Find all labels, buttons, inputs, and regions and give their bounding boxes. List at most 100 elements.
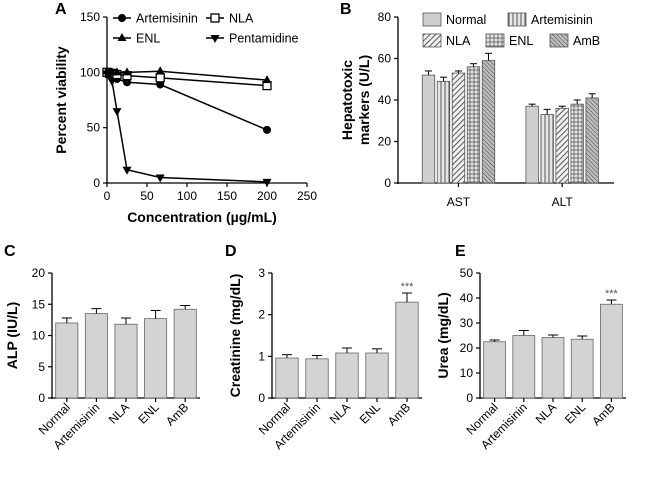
data-point <box>117 33 127 41</box>
bar <box>84 313 108 399</box>
data-point <box>210 13 220 23</box>
significance-marker: *** <box>401 281 415 293</box>
data-point <box>263 125 271 134</box>
data-point <box>210 35 220 43</box>
legend-label: Normal <box>446 13 486 27</box>
y-tick-label: 3 <box>258 266 265 280</box>
legend-label: AmB <box>573 34 600 48</box>
x-tick-label: NLA <box>106 400 132 426</box>
y-tick-label: 20 <box>32 266 46 280</box>
y-axis-title: Creatinine (mg/dL) <box>227 274 243 398</box>
bar <box>541 337 565 399</box>
bar <box>144 318 168 399</box>
significance-marker: *** <box>605 288 619 300</box>
bar <box>365 352 389 399</box>
y-axis-title: Hepatotoxic <box>339 60 355 140</box>
data-point <box>112 108 122 117</box>
x-tick-label: AmB <box>589 400 617 428</box>
legend-label: Artemisinin <box>136 12 198 26</box>
y-tick-label: 50 <box>460 266 474 280</box>
bar <box>525 105 539 184</box>
x-tick-label: 200 <box>257 189 277 203</box>
y-tick-label: 20 <box>378 135 392 149</box>
x-tick-label: NLA <box>533 400 559 426</box>
bar <box>483 341 506 399</box>
y-tick-label: 0 <box>93 176 100 190</box>
legend-label: ENL <box>509 34 533 48</box>
y-tick-label: 0 <box>466 391 473 405</box>
data-point <box>155 174 165 183</box>
y-tick-label: 40 <box>460 291 474 305</box>
legend-label: Pentamidine <box>229 32 299 46</box>
data-point <box>112 67 122 76</box>
data-point <box>118 14 126 22</box>
y-tick-label: 0 <box>38 391 45 405</box>
bar <box>585 97 599 184</box>
y-tick-label: 50 <box>87 121 101 135</box>
legend-swatch <box>422 12 442 27</box>
y-tick-label: 150 <box>80 10 100 24</box>
bar <box>335 352 359 399</box>
legend-label: NLA <box>229 12 254 26</box>
legend-swatch <box>422 33 442 48</box>
y-axis-title: ALP (IU/L) <box>4 302 20 369</box>
x-tick-label: AmB <box>163 400 191 428</box>
bar <box>512 335 536 399</box>
bar <box>395 301 419 399</box>
y-tick-label: 60 <box>378 52 392 66</box>
series-line <box>106 72 268 183</box>
bar <box>570 103 584 184</box>
panel-label: B <box>340 1 352 18</box>
y-tick-label: 20 <box>460 341 474 355</box>
data-point <box>107 78 117 87</box>
data-point <box>262 178 272 187</box>
y-tick-label: 40 <box>378 93 392 107</box>
x-tick-label: ENL <box>562 400 589 427</box>
x-tick-label: NLA <box>327 400 353 426</box>
y-tick-label: 10 <box>32 329 46 343</box>
y-tick-label: 30 <box>460 316 474 330</box>
legend-label: ENL <box>136 32 160 46</box>
bar <box>451 72 466 184</box>
x-tick-label: ENL <box>135 400 162 427</box>
bar <box>600 303 623 399</box>
y-tick-label: 10 <box>460 366 474 380</box>
y-tick-label: 1 <box>258 349 265 363</box>
bar <box>114 323 138 399</box>
data-point <box>122 166 132 175</box>
x-tick-label: 100 <box>177 189 197 203</box>
y-tick-label: 0 <box>384 176 391 190</box>
legend-swatch <box>549 33 569 48</box>
bar <box>436 80 451 184</box>
data-point <box>105 72 114 81</box>
legend-swatch <box>485 33 505 48</box>
data-point <box>122 67 132 76</box>
x-tick-label: AST <box>447 195 471 209</box>
legend-swatch <box>507 12 527 27</box>
bar <box>466 66 481 184</box>
bar <box>540 114 554 184</box>
y-tick-label: 80 <box>378 10 392 24</box>
x-tick-label: 250 <box>297 189 317 203</box>
y-axis-title: markers (U/L) <box>356 55 372 145</box>
x-tick-label: 150 <box>217 189 237 203</box>
bar <box>55 322 79 399</box>
panel-label: E <box>455 243 466 260</box>
x-axis-title: Concentration (µg/mL) <box>127 209 277 225</box>
y-tick-label: 0 <box>258 391 265 405</box>
y-tick-label: 5 <box>38 360 45 374</box>
data-point <box>155 73 165 83</box>
bar <box>481 60 496 184</box>
panel-a-viability-chart: 0 50 100 150 A 0 50 100 150 200 250 Concentration (… <box>53 1 317 225</box>
data-point <box>155 66 165 75</box>
x-tick-label: 0 <box>104 189 111 203</box>
series-line <box>106 71 268 131</box>
legend-label: Artemisinin <box>531 13 593 27</box>
y-tick-label: 100 <box>80 65 100 79</box>
y-tick-label: 15 <box>32 297 46 311</box>
x-tick-label: ENL <box>357 400 384 427</box>
panel-label: D <box>225 243 237 260</box>
